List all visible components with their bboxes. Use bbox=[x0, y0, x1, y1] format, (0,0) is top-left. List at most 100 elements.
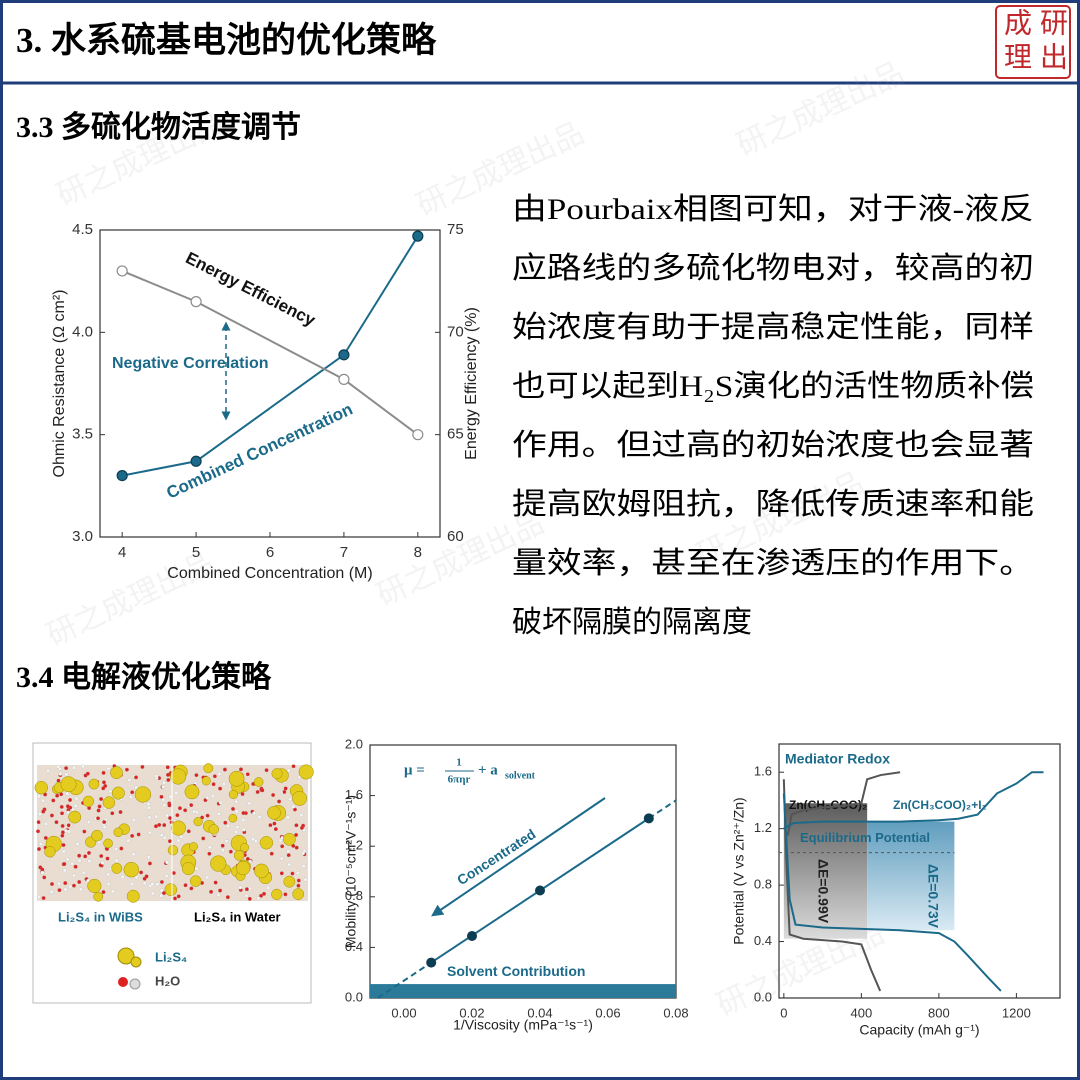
y-tick-label: 0.0 bbox=[754, 989, 772, 1004]
y2-tick-label: 70 bbox=[447, 323, 464, 340]
water-atom bbox=[56, 764, 60, 769]
water-atom bbox=[159, 888, 164, 893]
sulfur-atom bbox=[102, 796, 116, 809]
water-atom bbox=[175, 813, 180, 818]
water-atom bbox=[114, 847, 118, 851]
water-atom bbox=[161, 784, 166, 789]
data-point bbox=[643, 813, 654, 824]
water-atom bbox=[154, 824, 158, 829]
water-atom bbox=[96, 816, 100, 821]
water-atom bbox=[266, 885, 270, 890]
water-atom bbox=[58, 771, 63, 776]
x-tick-label: 0.08 bbox=[663, 1005, 688, 1020]
water-atom bbox=[210, 794, 215, 798]
water-atom bbox=[241, 811, 246, 815]
reference-label: Equilibrium Potential bbox=[800, 830, 930, 845]
water-atom bbox=[68, 884, 73, 889]
sulfur-atom bbox=[228, 813, 238, 823]
water-atom bbox=[70, 861, 75, 866]
water-atom bbox=[167, 803, 172, 808]
water-atom bbox=[162, 823, 167, 827]
sulfur-atom bbox=[267, 806, 281, 820]
water-atom bbox=[225, 895, 230, 900]
water-atom bbox=[239, 767, 243, 772]
legend-oxygen bbox=[118, 977, 128, 987]
x-tick-label: 0 bbox=[780, 1005, 787, 1020]
water-atom bbox=[179, 834, 184, 839]
water-atom bbox=[55, 793, 60, 798]
water-atom bbox=[186, 829, 191, 834]
water-atom bbox=[73, 803, 78, 808]
water-atom bbox=[165, 813, 169, 818]
water-atom bbox=[244, 893, 249, 898]
water-atom bbox=[205, 875, 209, 880]
water-atom bbox=[146, 802, 151, 807]
water-atom bbox=[238, 885, 243, 890]
water-atom bbox=[161, 797, 165, 802]
y-tick-label: 2.0 bbox=[345, 736, 363, 751]
y-tick-label: 3.0 bbox=[72, 528, 93, 545]
water-atom bbox=[59, 805, 64, 809]
water-atom bbox=[50, 813, 54, 818]
sulfur-atom bbox=[123, 861, 140, 878]
water-atom bbox=[290, 871, 295, 876]
formula: solvent bbox=[505, 770, 536, 781]
water-atom bbox=[77, 858, 82, 863]
water-atom bbox=[85, 771, 90, 776]
sulfur-atom bbox=[240, 843, 250, 853]
water-atom bbox=[279, 856, 284, 861]
data-point bbox=[116, 265, 128, 277]
water-atom bbox=[207, 845, 212, 850]
water-atom bbox=[63, 881, 68, 885]
water-atom bbox=[216, 811, 221, 816]
x-tick-label: 1200 bbox=[1002, 1005, 1031, 1020]
water-atom bbox=[271, 793, 276, 797]
sulfur-atom bbox=[170, 768, 187, 785]
water-atom bbox=[154, 814, 159, 819]
water-atom bbox=[159, 833, 164, 838]
paragraph-line: 提高欧姆阻抗，降低传质速率和能 bbox=[512, 488, 1034, 521]
water-atom bbox=[46, 768, 51, 773]
water-atom bbox=[150, 882, 155, 886]
sulfur-atom bbox=[60, 776, 77, 793]
water-atom bbox=[67, 829, 71, 834]
water-atom bbox=[77, 880, 82, 884]
water-atom bbox=[234, 830, 238, 834]
water-atom bbox=[220, 843, 225, 848]
water-atom bbox=[255, 790, 260, 794]
water-atom bbox=[207, 851, 212, 856]
sulfur-atom bbox=[283, 833, 296, 846]
water-atom bbox=[41, 896, 46, 900]
water-atom bbox=[72, 873, 76, 878]
x-tick-label: 400 bbox=[851, 1005, 873, 1020]
figure-label: Li₂S₄ in WiBS bbox=[58, 909, 143, 924]
water-atom bbox=[296, 883, 301, 888]
formula: + a bbox=[478, 762, 498, 778]
water-atom bbox=[105, 856, 110, 861]
sulfur-atom bbox=[167, 845, 179, 856]
water-atom bbox=[127, 778, 132, 782]
water-atom bbox=[301, 851, 305, 856]
water-atom bbox=[148, 861, 152, 866]
water-atom bbox=[72, 883, 76, 888]
delta-label: ΔE=0.73V bbox=[926, 864, 942, 929]
water-atom bbox=[114, 858, 119, 863]
sulfur-atom bbox=[111, 786, 125, 800]
solvent-band bbox=[370, 984, 676, 998]
water-atom bbox=[72, 765, 76, 770]
water-atom bbox=[131, 852, 136, 857]
sulfur-atom bbox=[189, 875, 202, 887]
series-line bbox=[782, 771, 1044, 992]
sulfur-atom bbox=[184, 784, 200, 800]
water-atom bbox=[66, 810, 71, 815]
water-atom bbox=[218, 800, 223, 805]
water-atom bbox=[159, 794, 164, 799]
water-atom bbox=[216, 892, 221, 897]
water-atom bbox=[130, 882, 135, 886]
water-atom bbox=[291, 764, 296, 769]
y-tick-label: 0.8 bbox=[754, 877, 772, 892]
sulfur-atom bbox=[201, 776, 211, 786]
water-atom bbox=[119, 846, 124, 851]
sulfur-atom bbox=[87, 878, 102, 893]
